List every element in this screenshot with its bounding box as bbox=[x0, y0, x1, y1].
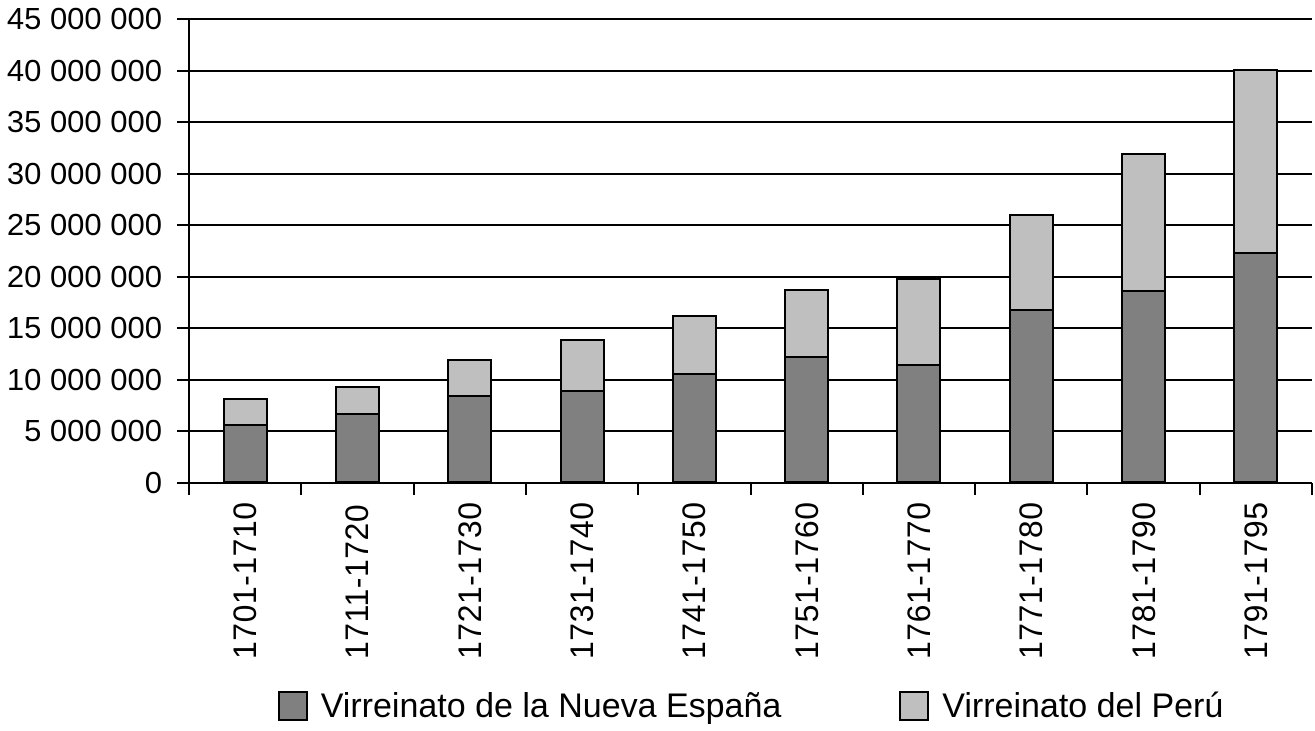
y-axis-tick-label: 45 000 000 bbox=[6, 1, 162, 36]
bar-segment-peru bbox=[1008, 213, 1054, 309]
bar-segment-peru bbox=[559, 338, 605, 391]
y-axis-tick-label: 30 000 000 bbox=[6, 155, 162, 191]
y-axis-tick-label: 10 000 000 bbox=[6, 361, 162, 397]
y-axis-tick-label: 25 000 000 bbox=[6, 207, 162, 243]
gridline bbox=[189, 327, 1312, 330]
x-axis-tick bbox=[524, 483, 527, 495]
x-axis-category-label: 1701-1710 bbox=[227, 501, 264, 659]
y-axis-tick bbox=[177, 172, 190, 175]
y-axis-tick bbox=[177, 69, 190, 72]
y-axis-tick-label: 5 000 000 bbox=[24, 413, 162, 449]
y-axis-tick-label: 20 000 000 bbox=[6, 258, 162, 294]
bar-segment-nueva-espana bbox=[222, 424, 268, 483]
bar-segment-peru bbox=[447, 359, 493, 396]
bar-segment-nueva-espana bbox=[334, 412, 380, 483]
x-axis-tick bbox=[861, 483, 864, 495]
x-axis-category-label: 1741-1750 bbox=[676, 501, 713, 659]
bar-segment-peru bbox=[896, 277, 942, 365]
legend-swatch-peru bbox=[899, 691, 930, 721]
y-axis-tick bbox=[177, 430, 190, 433]
gridline bbox=[189, 121, 1312, 124]
x-axis-category-label: 1751-1760 bbox=[788, 501, 825, 659]
x-axis-tick bbox=[300, 483, 303, 495]
y-axis-tick bbox=[177, 275, 190, 278]
bar-segment-peru bbox=[334, 386, 380, 413]
y-axis-line bbox=[188, 18, 190, 495]
gridline bbox=[189, 18, 1312, 20]
legend-item-peru: Virreinato del Perú bbox=[899, 688, 1223, 724]
gridline bbox=[189, 224, 1312, 227]
bar-segment-peru bbox=[222, 398, 268, 425]
y-axis-tick bbox=[177, 18, 190, 20]
bar-segment-nueva-espana bbox=[1121, 290, 1166, 483]
bar-segment-peru bbox=[1233, 68, 1279, 252]
x-axis-category-label: 1711-1720 bbox=[339, 503, 376, 659]
legend-item-nueva-espana: Virreinato de la Nueva España bbox=[277, 687, 782, 725]
gridline bbox=[189, 69, 1312, 72]
gridline bbox=[189, 378, 1312, 381]
legend-label-peru: Virreinato del Perú bbox=[942, 687, 1224, 725]
x-axis-category-label: 1771-1780 bbox=[1013, 501, 1050, 659]
y-axis-tick-label: 15 000 000 bbox=[6, 310, 162, 346]
gridline bbox=[189, 430, 1312, 433]
x-axis-category-label: 1781-1790 bbox=[1125, 501, 1162, 659]
x-axis-category-label: 1731-1740 bbox=[564, 501, 600, 659]
bar-segment-peru bbox=[671, 314, 717, 373]
plot-area bbox=[189, 18, 1312, 484]
x-axis-tick bbox=[637, 483, 640, 495]
y-axis-tick bbox=[177, 327, 190, 330]
bar-segment-nueva-espana bbox=[1008, 308, 1054, 483]
y-axis-tick bbox=[177, 378, 190, 381]
x-axis-category-label: 1721-1730 bbox=[451, 501, 488, 659]
x-axis-tick bbox=[1311, 483, 1313, 495]
legend: Virreinato de la Nueva España Virreinato… bbox=[189, 688, 1312, 724]
x-axis-tick bbox=[974, 483, 977, 495]
x-axis-tick bbox=[749, 483, 752, 495]
legend-label-nueva-espana: Virreinato de la Nueva España bbox=[320, 687, 782, 725]
bar-segment-nueva-espana bbox=[896, 364, 942, 483]
y-axis-tick-label: 35 000 000 bbox=[6, 104, 162, 140]
bar-segment-peru bbox=[784, 289, 830, 357]
x-axis-tick bbox=[1198, 483, 1201, 495]
bar-segment-nueva-espana bbox=[784, 356, 830, 483]
x-axis-category-label: 1791-1795 bbox=[1237, 501, 1274, 659]
y-axis-tick bbox=[177, 121, 190, 124]
legend-swatch-nueva-espana bbox=[277, 691, 308, 721]
gridline bbox=[189, 172, 1312, 175]
bar-segment-peru bbox=[1121, 153, 1166, 291]
y-axis-tick bbox=[177, 482, 190, 484]
gridline bbox=[189, 275, 1312, 278]
y-axis-tick-label: 0 bbox=[144, 465, 162, 500]
x-axis-tick bbox=[412, 483, 415, 495]
bar-segment-nueva-espana bbox=[1233, 252, 1279, 483]
x-axis-tick bbox=[188, 483, 190, 495]
y-axis-tick bbox=[177, 224, 190, 227]
bar-segment-nueva-espana bbox=[447, 395, 493, 483]
x-axis-tick bbox=[1086, 483, 1089, 495]
gridline bbox=[189, 482, 1312, 484]
y-axis-tick-label: 40 000 000 bbox=[6, 52, 162, 88]
x-axis-category-label: 1761-1770 bbox=[900, 501, 937, 659]
bar-segment-nueva-espana bbox=[671, 372, 717, 483]
bar-segment-nueva-espana bbox=[559, 390, 605, 483]
